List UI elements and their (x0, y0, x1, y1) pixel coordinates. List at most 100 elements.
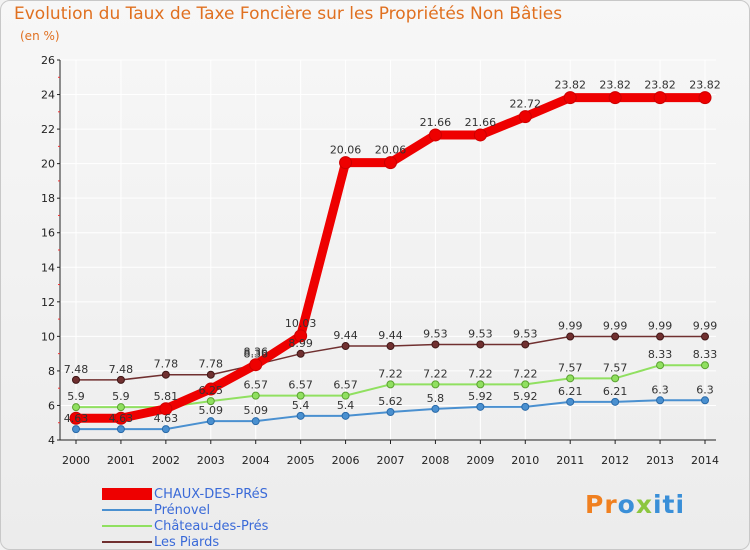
data-point (296, 411, 305, 420)
data-label: 7.48 (109, 363, 134, 376)
data-label: 5.62 (378, 395, 403, 408)
data-label: 5.92 (468, 390, 493, 403)
y-tick-label: 8 (48, 365, 55, 378)
data-label: 5.4 (337, 399, 355, 412)
data-label: 6.21 (603, 385, 628, 398)
x-tick-label: 2011 (556, 454, 584, 467)
data-point (431, 380, 440, 389)
data-point (116, 425, 125, 434)
y-tick-label: 22 (41, 123, 55, 136)
data-label: 22.72 (510, 98, 542, 111)
legend-item: Les Piards (102, 534, 268, 550)
y-tick-label: 12 (41, 296, 55, 309)
legend-item: Château-des-Prés (102, 518, 268, 534)
legend-item: Prénovel (102, 502, 268, 518)
proxiti-logo: Proxiti (585, 490, 686, 519)
data-point (386, 380, 395, 389)
chart-subtitle: (en %) (20, 29, 60, 43)
data-point (386, 408, 395, 417)
data-point (476, 402, 485, 411)
data-label: 8.36 (243, 346, 268, 359)
data-point (204, 382, 218, 396)
y-tick-label: 18 (41, 192, 55, 205)
legend-label: Prénovel (154, 502, 211, 518)
data-point (116, 403, 125, 412)
data-point (116, 375, 125, 384)
data-point (72, 375, 80, 384)
data-label: 6.57 (288, 379, 313, 392)
data-point (653, 91, 667, 105)
data-label: 4.63 (109, 412, 134, 425)
data-point (384, 156, 397, 170)
data-point (386, 342, 395, 351)
data-point (431, 404, 440, 413)
data-point (431, 340, 440, 349)
y-tick-label: 10 (41, 330, 55, 343)
data-point (159, 402, 173, 416)
data-point (563, 91, 577, 105)
data-point (701, 361, 709, 370)
data-point (251, 391, 260, 400)
data-point (566, 374, 575, 383)
data-label: 7.57 (558, 361, 583, 374)
x-tick-label: 2007 (377, 454, 405, 467)
legend-label: CHAUX-DES-PRéS (154, 486, 268, 502)
y-tick-label: 4 (48, 434, 55, 447)
data-label: 8.33 (693, 348, 718, 361)
data-label: 20.06 (330, 144, 362, 157)
data-label: 23.82 (644, 79, 676, 92)
data-point (521, 380, 530, 389)
data-label: 9.99 (693, 320, 718, 333)
data-label: 4.63 (64, 412, 89, 425)
data-label: 23.82 (554, 79, 586, 92)
data-label: 7.48 (64, 363, 89, 376)
data-label: 5.9 (112, 390, 130, 403)
data-label: 7.22 (513, 367, 538, 380)
data-label: 9.53 (423, 327, 448, 340)
data-label: 21.66 (465, 116, 497, 129)
data-label: 6.3 (696, 383, 714, 396)
data-point (339, 156, 353, 170)
x-tick-label: 2006 (332, 454, 360, 467)
legend-swatch (102, 541, 152, 543)
x-tick-label: 2008 (421, 454, 449, 467)
y-tick-label: 6 (48, 399, 55, 412)
x-tick-label: 2001 (107, 454, 135, 467)
data-point (72, 425, 80, 434)
data-label: 6.21 (558, 385, 583, 398)
y-tick-label: 26 (41, 54, 55, 67)
data-point (566, 397, 575, 406)
data-point (473, 128, 487, 142)
data-point (428, 128, 442, 142)
x-tick-label: 2014 (691, 454, 719, 467)
data-point (294, 329, 308, 343)
data-label: 7.57 (603, 361, 628, 374)
data-point (341, 411, 350, 420)
data-label: 5.8 (427, 392, 445, 405)
data-label: 20.06 (375, 144, 407, 157)
data-label: 6.25 (199, 384, 224, 397)
data-point (161, 425, 170, 434)
legend-swatch (102, 509, 152, 511)
chart-legend: CHAUX-DES-PRéS Prénovel Château-des-Prés Le… (102, 486, 268, 550)
x-tick-label: 2009 (466, 454, 494, 467)
data-label: 9.53 (513, 327, 538, 340)
data-label: 7.22 (378, 367, 403, 380)
data-label: 8.99 (288, 337, 313, 350)
y-tick-label: 14 (41, 261, 55, 274)
data-label: 4.63 (154, 412, 179, 425)
data-point (611, 374, 620, 383)
data-label: 7.22 (423, 367, 448, 380)
data-label: 7.22 (468, 367, 493, 380)
data-point (114, 411, 128, 425)
data-label: 23.82 (599, 79, 631, 92)
data-label: 23.82 (689, 79, 721, 92)
x-tick-label: 2005 (287, 454, 315, 467)
x-tick-label: 2000 (62, 454, 90, 467)
data-label: 5.92 (513, 390, 538, 403)
data-label: 6.3 (651, 383, 669, 396)
data-label: 9.44 (333, 329, 358, 342)
data-label: 5.09 (243, 404, 268, 417)
